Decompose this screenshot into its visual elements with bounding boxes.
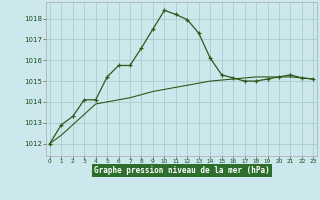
X-axis label: Graphe pression niveau de la mer (hPa): Graphe pression niveau de la mer (hPa) [94,166,269,175]
